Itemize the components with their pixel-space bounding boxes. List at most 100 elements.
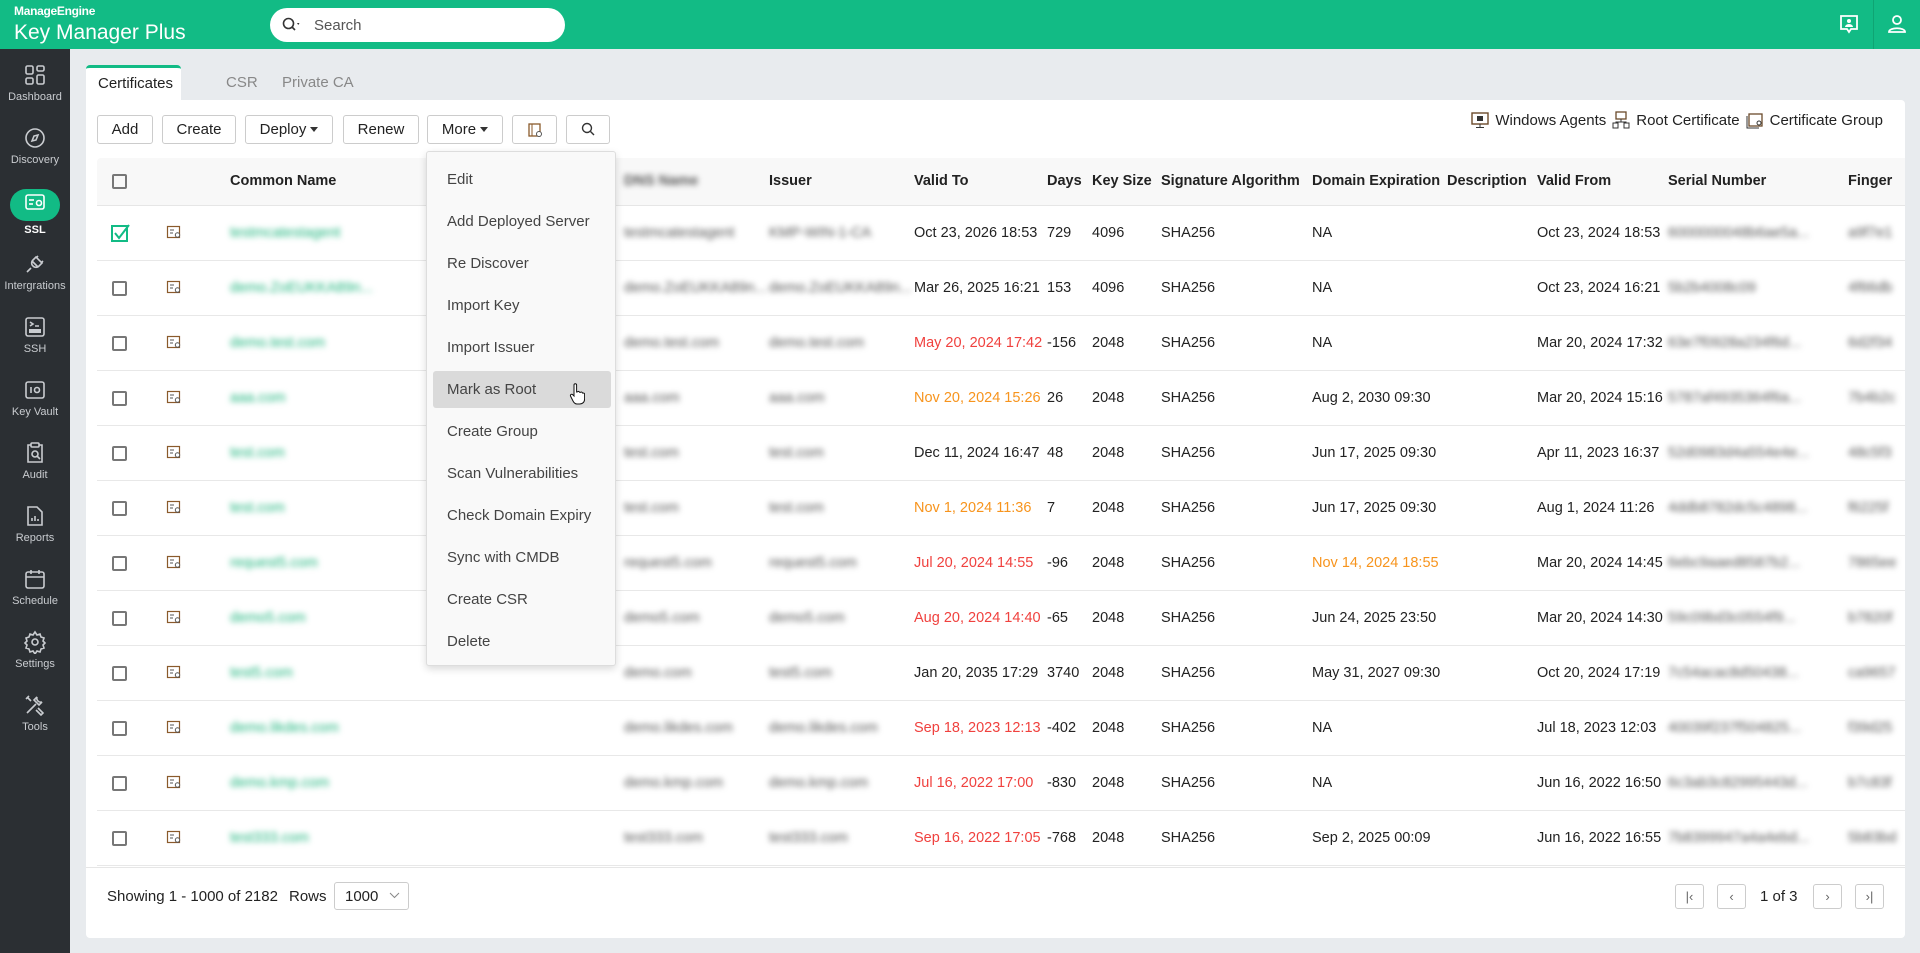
menu-item-import-key[interactable]: Import Key bbox=[433, 287, 611, 324]
select-all-checkbox[interactable] bbox=[112, 174, 127, 189]
cell-cn[interactable]: test5.com bbox=[230, 665, 293, 681]
menu-item-edit[interactable]: Edit bbox=[433, 161, 611, 198]
sidebar-item-ssh[interactable]: SSH bbox=[0, 315, 70, 356]
menu-item-check-domain-expiry[interactable]: Check Domain Expiry bbox=[433, 497, 611, 534]
cell-cn[interactable]: demo.likdes.com bbox=[230, 720, 339, 736]
column-header-valid-from[interactable]: Valid From bbox=[1537, 173, 1612, 189]
cell-dns: demo.likdes.com bbox=[624, 720, 733, 736]
column-header-description[interactable]: Description bbox=[1447, 173, 1527, 189]
global-search-input[interactable]: Search bbox=[270, 8, 565, 42]
sidebar-item-tools[interactable]: Tools bbox=[0, 693, 70, 734]
tab-certificates[interactable]: Certificates bbox=[86, 65, 181, 101]
menu-item-delete[interactable]: Delete bbox=[433, 623, 611, 660]
column-header-valid-to[interactable]: Valid To bbox=[914, 173, 969, 189]
cell-cn[interactable]: demo.test.com bbox=[230, 335, 326, 351]
last-page-button[interactable]: ›| bbox=[1855, 884, 1884, 909]
row-checkbox[interactable] bbox=[112, 776, 127, 791]
certificate-group-link[interactable]: Certificate Group bbox=[1769, 111, 1883, 129]
cell-alg: SHA256 bbox=[1161, 610, 1216, 626]
row-checkbox[interactable] bbox=[112, 721, 127, 736]
table-row[interactable]: testmcatestagent testmcatestagent KMP-WIN-… bbox=[97, 206, 1905, 261]
user-icon[interactable] bbox=[1886, 13, 1908, 35]
menu-item-create-csr[interactable]: Create CSR bbox=[433, 581, 611, 618]
table-row[interactable]: test333.com test333.com test333.com Sep 16,… bbox=[97, 811, 1905, 866]
cell-valid-from: Aug 1, 2024 11:26 bbox=[1537, 500, 1655, 516]
table-row[interactable]: test.com test.com test.com Nov 1, 2024 11:3… bbox=[97, 481, 1905, 536]
table-row[interactable]: test.com test.com test.com Dec 11, 2024 16:… bbox=[97, 426, 1905, 481]
cell-cn[interactable]: test333.com bbox=[230, 830, 309, 846]
sidebar-item-intergrations[interactable]: Intergrations bbox=[0, 252, 70, 293]
row-checkbox[interactable] bbox=[112, 446, 127, 461]
row-checkbox[interactable] bbox=[112, 611, 127, 626]
table-row[interactable]: demo.ZoEUKKA89n... demo.ZoEUKKA89n... demo… bbox=[97, 261, 1905, 316]
column-settings-button[interactable] bbox=[512, 115, 557, 144]
column-header-finger[interactable]: Finger bbox=[1848, 173, 1893, 189]
table-row[interactable]: test5.com demo.com test5.com Jan 20, 2035 1… bbox=[97, 646, 1905, 701]
notification-icon[interactable] bbox=[1838, 13, 1860, 35]
dashboard-icon bbox=[25, 65, 45, 85]
deploy-label: Deploy bbox=[259, 121, 307, 138]
cell-cn[interactable]: demo5.com bbox=[230, 610, 306, 626]
create-button[interactable]: Create bbox=[162, 115, 236, 144]
table-row[interactable]: demo.kmp.com demo.kmp.com demo.kmp.com Jul … bbox=[97, 756, 1905, 811]
column-header-domain-expiration[interactable]: Domain Expiration bbox=[1312, 173, 1441, 189]
previous-page-button[interactable]: ‹ bbox=[1717, 884, 1746, 909]
column-header-key-size[interactable]: Key Size bbox=[1092, 173, 1152, 189]
row-checkbox[interactable] bbox=[112, 391, 127, 406]
rows-per-page-select[interactable]: 1000 bbox=[334, 882, 409, 910]
renew-button[interactable]: Renew bbox=[343, 115, 419, 144]
cell-cn[interactable]: demo.ZoEUKKA89n... bbox=[230, 280, 373, 296]
sidebar-item-reports[interactable]: Reports bbox=[0, 504, 70, 545]
cell-valid-from: Mar 20, 2024 17:32 bbox=[1537, 335, 1663, 351]
sidebar-item-settings[interactable]: Settings bbox=[0, 630, 70, 671]
row-checkbox[interactable] bbox=[112, 336, 127, 351]
cell-cn[interactable]: test.com bbox=[230, 445, 285, 461]
sidebar-item-discovery[interactable]: Discovery bbox=[0, 126, 70, 167]
table-row[interactable]: demo.test.com demo.test.com demo.test.com M… bbox=[97, 316, 1905, 371]
column-header-days[interactable]: Days bbox=[1047, 173, 1082, 189]
row-checkbox[interactable] bbox=[112, 281, 127, 296]
sidebar-item-dashboard[interactable]: Dashboard bbox=[0, 63, 70, 104]
cell-cn[interactable]: demo.kmp.com bbox=[230, 775, 330, 791]
cell-cn[interactable]: aaa.com bbox=[230, 390, 286, 406]
table-row[interactable]: request5.com request5.com request5.com Jul … bbox=[97, 536, 1905, 591]
menu-item-re-discover[interactable]: Re Discover bbox=[433, 245, 611, 282]
menu-item-sync-with-cmdb[interactable]: Sync with CMDB bbox=[433, 539, 611, 576]
more-button[interactable]: More bbox=[427, 115, 503, 144]
tab-csr[interactable]: CSR bbox=[226, 74, 258, 91]
column-header-common-name[interactable]: Common Name bbox=[230, 173, 337, 189]
cell-cn[interactable]: request5.com bbox=[230, 555, 318, 571]
menu-item-mark-as-root[interactable]: Mark as Root bbox=[433, 371, 611, 408]
first-page-button[interactable]: |‹ bbox=[1675, 884, 1704, 909]
windows-agents-link[interactable]: Windows Agents bbox=[1495, 111, 1607, 129]
cell-cn[interactable]: testmcatestagent bbox=[230, 225, 341, 241]
row-checkbox[interactable] bbox=[112, 501, 127, 516]
certificate-icon bbox=[166, 555, 181, 569]
column-header-issuer[interactable]: Issuer bbox=[769, 173, 812, 189]
menu-item-add-deployed-server[interactable]: Add Deployed Server bbox=[433, 203, 611, 240]
tab-private-ca[interactable]: Private CA bbox=[282, 74, 354, 91]
column-header-serial-number[interactable]: Serial Number bbox=[1668, 173, 1767, 189]
row-checkbox[interactable] bbox=[112, 831, 127, 846]
column-header-dns-name[interactable]: DNS Name bbox=[624, 173, 699, 189]
menu-item-create-group[interactable]: Create Group bbox=[433, 413, 611, 450]
table-search-button[interactable] bbox=[566, 115, 610, 144]
table-row[interactable]: demo5.com demo5.com demo5.com Aug 20, 2024 … bbox=[97, 591, 1905, 646]
next-page-button[interactable]: › bbox=[1813, 884, 1842, 909]
row-checkbox[interactable] bbox=[112, 666, 127, 681]
menu-item-scan-vulnerabilities[interactable]: Scan Vulnerabilities bbox=[433, 455, 611, 492]
table-row[interactable]: aaa.com aaa.com aaa.com Nov 20, 2024 15:26 2… bbox=[97, 371, 1905, 426]
root-certificate-link[interactable]: Root Certificate bbox=[1636, 111, 1740, 129]
add-button[interactable]: Add bbox=[97, 115, 153, 144]
row-checkbox-checked[interactable] bbox=[111, 224, 131, 242]
sidebar-item-key-vault[interactable]: Key Vault bbox=[0, 378, 70, 419]
cell-cn[interactable]: test.com bbox=[230, 500, 285, 516]
sidebar-item-ssl[interactable]: SSL bbox=[0, 189, 70, 237]
menu-item-import-issuer[interactable]: Import Issuer bbox=[433, 329, 611, 366]
table-row[interactable]: demo.likdes.com demo.likdes.com demo.likde… bbox=[97, 701, 1905, 756]
sidebar-item-schedule[interactable]: Schedule bbox=[0, 567, 70, 608]
deploy-button[interactable]: Deploy bbox=[245, 115, 333, 144]
row-checkbox[interactable] bbox=[112, 556, 127, 571]
sidebar-item-audit[interactable]: Audit bbox=[0, 441, 70, 482]
column-header-signature-algorithm[interactable]: Signature Algorithm bbox=[1161, 173, 1300, 189]
